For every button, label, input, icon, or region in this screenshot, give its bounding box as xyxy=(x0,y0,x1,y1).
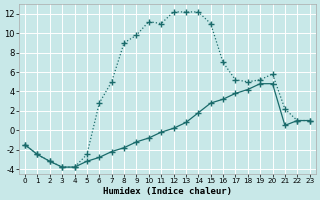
X-axis label: Humidex (Indice chaleur): Humidex (Indice chaleur) xyxy=(103,187,232,196)
